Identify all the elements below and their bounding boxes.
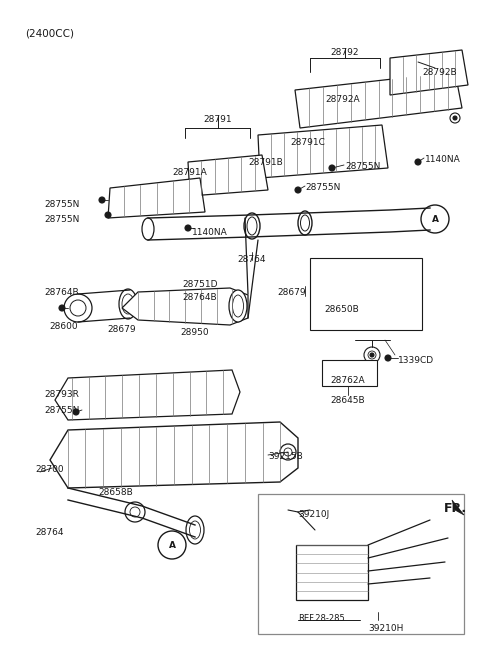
Circle shape — [421, 205, 449, 233]
Ellipse shape — [229, 290, 247, 322]
Polygon shape — [122, 288, 248, 325]
Text: A: A — [168, 540, 176, 550]
Circle shape — [450, 113, 460, 123]
Circle shape — [105, 212, 111, 218]
Text: (2400CC): (2400CC) — [25, 28, 74, 38]
Polygon shape — [258, 125, 388, 178]
Text: 28755N: 28755N — [345, 162, 380, 171]
Circle shape — [415, 159, 421, 165]
Circle shape — [364, 347, 380, 363]
Polygon shape — [452, 500, 464, 515]
Polygon shape — [50, 422, 298, 488]
Ellipse shape — [247, 217, 257, 235]
Ellipse shape — [186, 516, 204, 544]
Text: 28755N: 28755N — [44, 406, 79, 415]
Ellipse shape — [232, 295, 243, 317]
Text: 28764: 28764 — [35, 528, 63, 537]
Text: 28764B: 28764B — [182, 293, 216, 302]
Circle shape — [73, 409, 79, 415]
Text: REF.28-285: REF.28-285 — [298, 614, 345, 623]
Circle shape — [329, 165, 335, 171]
Text: 39215B: 39215B — [268, 452, 303, 461]
Text: 28792B: 28792B — [422, 68, 456, 77]
Text: 28645B: 28645B — [331, 396, 365, 405]
Text: 28792A: 28792A — [325, 95, 360, 104]
Text: 39210J: 39210J — [298, 510, 329, 519]
Bar — [322, 360, 377, 386]
Circle shape — [125, 502, 145, 522]
Text: 28764B: 28764B — [44, 288, 79, 297]
Text: 28755N: 28755N — [44, 215, 79, 224]
Text: 28793R: 28793R — [44, 390, 79, 399]
Bar — [310, 258, 422, 330]
Circle shape — [185, 225, 191, 231]
Polygon shape — [55, 370, 240, 420]
Ellipse shape — [70, 300, 86, 316]
Text: 28751D: 28751D — [182, 280, 217, 289]
Text: 28679: 28679 — [278, 288, 306, 297]
Circle shape — [368, 351, 376, 359]
Text: 28792: 28792 — [331, 48, 359, 57]
Text: 28764: 28764 — [238, 255, 266, 264]
Text: 28950: 28950 — [180, 328, 209, 337]
Ellipse shape — [298, 211, 312, 235]
Text: 28755N: 28755N — [44, 200, 79, 209]
Polygon shape — [188, 155, 268, 196]
Text: A: A — [432, 214, 439, 223]
Circle shape — [158, 531, 186, 559]
Ellipse shape — [122, 294, 134, 314]
Circle shape — [130, 507, 140, 517]
Circle shape — [453, 116, 457, 120]
Text: 28600: 28600 — [50, 322, 78, 331]
Ellipse shape — [142, 218, 154, 240]
Bar — [258, 494, 464, 634]
Text: 28791C: 28791C — [290, 138, 325, 147]
Ellipse shape — [190, 521, 201, 539]
Circle shape — [59, 305, 65, 311]
Text: 1140NA: 1140NA — [192, 228, 228, 237]
Circle shape — [370, 353, 374, 357]
Ellipse shape — [300, 215, 310, 231]
Ellipse shape — [244, 213, 260, 239]
Ellipse shape — [119, 289, 137, 319]
Ellipse shape — [64, 294, 92, 322]
Polygon shape — [108, 178, 205, 218]
Text: 28700: 28700 — [35, 465, 64, 474]
Text: 28658B: 28658B — [98, 488, 133, 497]
Circle shape — [295, 187, 301, 193]
Text: 28762A: 28762A — [331, 376, 365, 385]
Text: 1339CD: 1339CD — [398, 356, 434, 365]
Bar — [296, 545, 368, 600]
Text: 28679: 28679 — [108, 325, 136, 334]
Text: 28755N: 28755N — [305, 183, 340, 192]
Text: 1140NA: 1140NA — [425, 155, 461, 164]
Polygon shape — [390, 50, 468, 95]
Circle shape — [99, 197, 105, 203]
Text: 28791B: 28791B — [248, 158, 283, 167]
Circle shape — [280, 444, 296, 460]
Text: 28650B: 28650B — [324, 305, 360, 314]
Text: 28791: 28791 — [204, 115, 232, 124]
Text: FR.: FR. — [444, 502, 467, 515]
Text: 28791A: 28791A — [172, 168, 207, 177]
Polygon shape — [295, 72, 462, 128]
Text: 39210H: 39210H — [368, 624, 403, 633]
Circle shape — [284, 448, 292, 456]
Circle shape — [385, 355, 391, 361]
